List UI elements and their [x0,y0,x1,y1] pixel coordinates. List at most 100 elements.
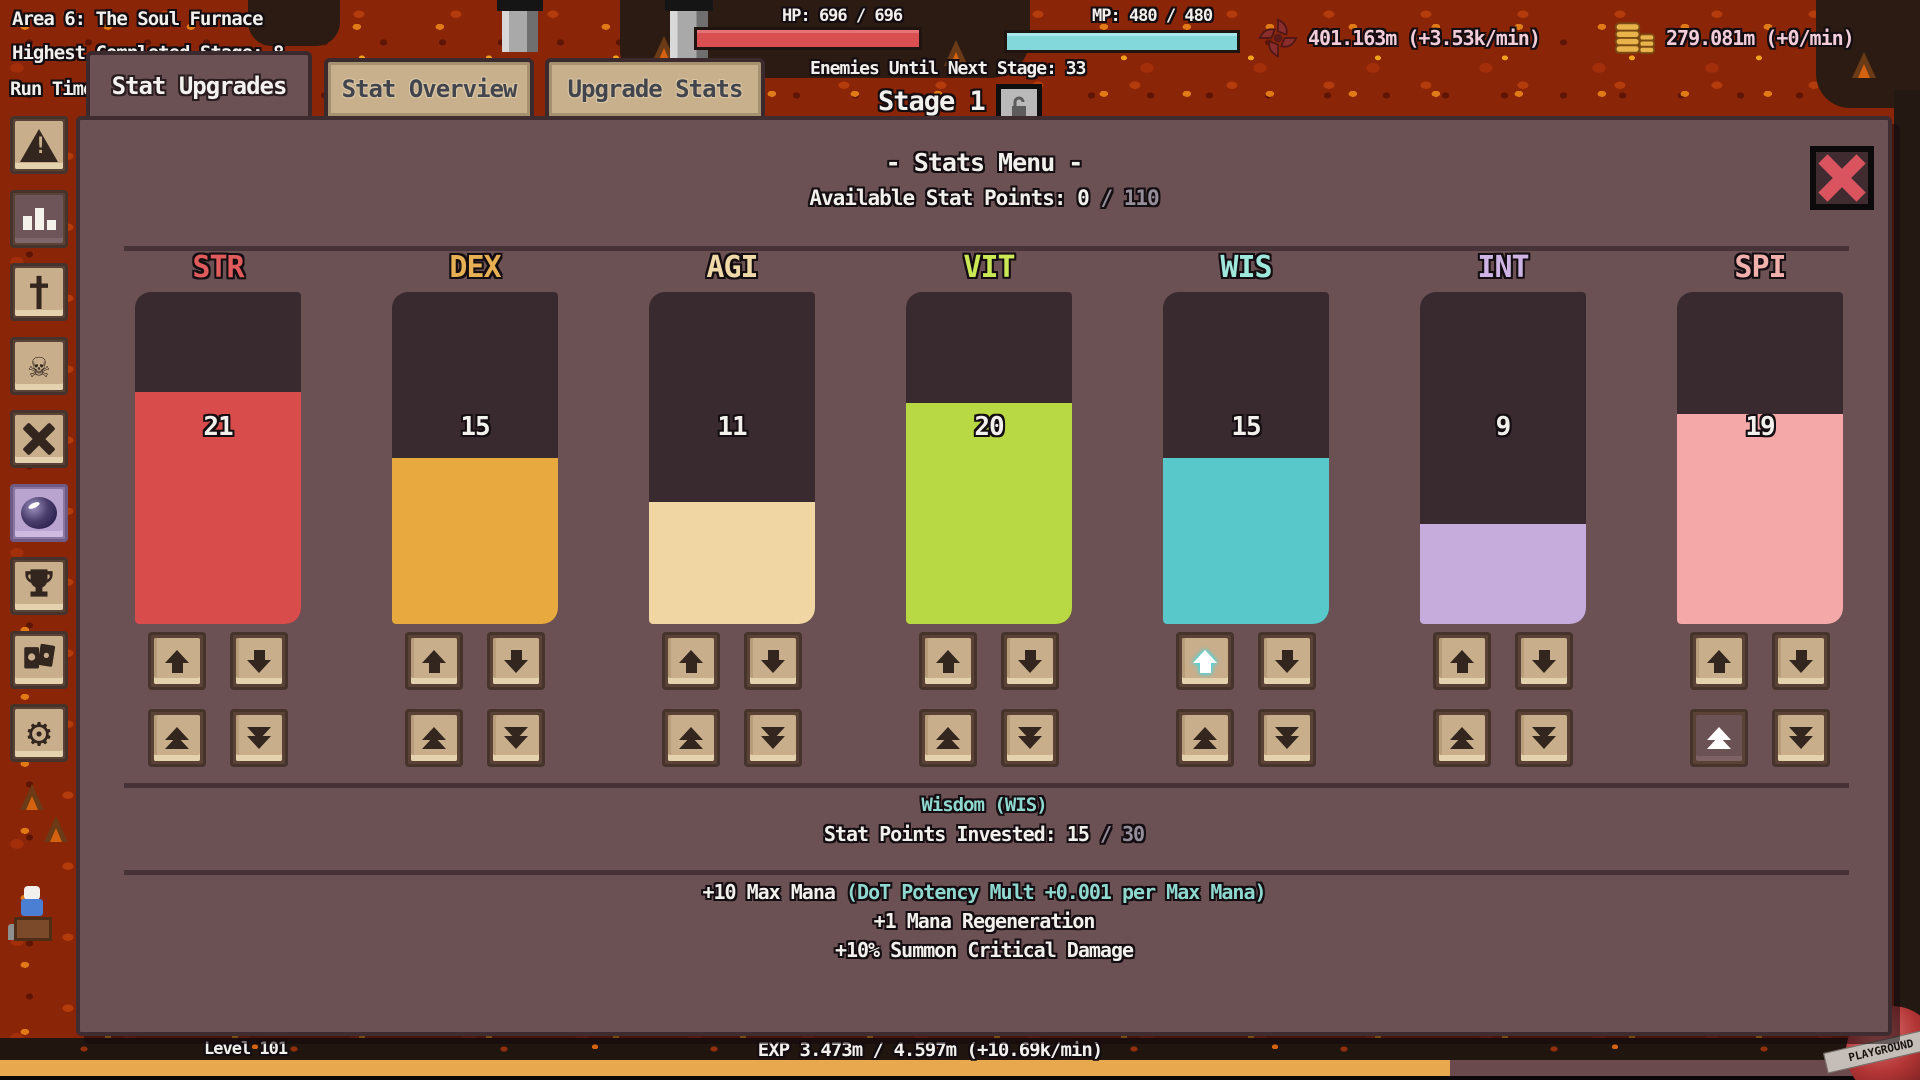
run-time-label: Run Time: [10,78,105,100]
coins-icon [1614,22,1656,54]
stat-bar [1420,292,1586,624]
stat-spi-decrease-max-button[interactable] [1772,709,1830,767]
stat-bar-fill [1163,458,1329,624]
stat-column-vit: VIT 20 [861,120,1117,900]
close-button[interactable] [1810,146,1874,210]
stat-dex-decrease-max-button[interactable] [487,709,545,767]
right-edge-rock [1894,90,1920,1040]
demon-mask-icon: ☠ [28,346,50,386]
stat-vit-decrease-button[interactable] [1001,632,1059,690]
stat-header: INT [1477,250,1529,285]
stat-bar-fill [1420,524,1586,624]
lava-cone [944,40,968,66]
padlock-icon [1012,96,1026,116]
stat-header: DEX [449,250,501,285]
up-arrow-icon [1193,649,1217,673]
stat-spi-decrease-button[interactable] [1772,632,1830,690]
sidebar-button-warning[interactable] [10,116,68,174]
sidebar-button-demon-mask[interactable]: ☠ [10,337,68,395]
stats-chart-icon [22,208,56,230]
enemies-until-next-stage-label: Enemies Until Next Stage: 33 [810,58,1086,79]
stat-bar [649,292,815,624]
stat-spi-increase-max-button[interactable] [1690,709,1748,767]
stat-wis-increase-button[interactable] [1176,632,1234,690]
stat-vit-increase-button[interactable] [919,632,977,690]
stat-header: STR [192,250,244,285]
stat-wis-decrease-button[interactable] [1258,632,1316,690]
up-arrow-icon [165,649,189,673]
stat-str-decrease-max-button[interactable] [230,709,288,767]
trophy-icon [22,566,56,607]
stat-bar-fill [392,458,558,624]
mp-bar [1004,30,1240,53]
double-up-arrow-icon [936,727,960,749]
up-arrow-icon [1707,649,1731,673]
sidebar-button-crossed-tools[interactable] [10,410,68,468]
stat-wis-decrease-max-button[interactable] [1258,709,1316,767]
stat-bar [135,292,301,624]
up-arrow-icon [679,649,703,673]
stat-dex-increase-max-button[interactable] [405,709,463,767]
stat-column-int: INT 9 [1375,120,1631,900]
tab-stat-upgrades[interactable]: Stat Upgrades [86,51,312,116]
sidebar-button-gear[interactable]: ⚙ [10,704,68,762]
souls-amount: 401.163m (+3.53k/min) [1308,26,1541,50]
stat-bar [1677,292,1843,624]
stat-value: 11 [717,412,747,442]
stat-str-increase-button[interactable] [148,632,206,690]
double-down-arrow-icon [247,727,271,749]
effect-text: +10 Max Mana [702,880,846,904]
stat-bar-fill [649,502,815,624]
double-down-arrow-icon [1018,727,1042,749]
down-arrow-icon [247,649,271,673]
stat-column-wis: WIS 15 [1118,120,1374,900]
stat-agi-increase-max-button[interactable] [662,709,720,767]
tab-stat-overview[interactable]: Stat Overview [324,58,534,116]
stat-spi-increase-button[interactable] [1690,632,1748,690]
rock-patch [248,0,340,46]
stat-vit-decrease-max-button[interactable] [1001,709,1059,767]
tab-label: Upgrade Stats [567,75,744,103]
available-stat-points: Available Stat Points: 0 / 110 [80,186,1888,210]
stat-int-increase-max-button[interactable] [1433,709,1491,767]
stat-value: 9 [1495,412,1512,442]
stat-column-dex: DEX 15 [347,120,603,900]
stat-value: 19 [1745,412,1775,442]
sidebar-button-cards[interactable] [10,631,68,689]
stat-int-increase-button[interactable] [1433,632,1491,690]
stat-bar [906,292,1072,624]
down-arrow-icon [504,649,528,673]
stage-label: Stage 1 [878,86,986,117]
stat-value: 21 [203,412,233,442]
stat-agi-decrease-button[interactable] [744,632,802,690]
available-stat-points-value: 0 [1077,186,1090,210]
sidebar-button-stats-chart[interactable] [10,190,68,248]
stat-agi-increase-button[interactable] [662,632,720,690]
sidebar-button-orb[interactable] [10,484,68,542]
stat-dex-increase-button[interactable] [405,632,463,690]
down-arrow-icon [1018,649,1042,673]
stat-int-decrease-max-button[interactable] [1515,709,1573,767]
character-sprite [8,884,58,960]
double-down-arrow-icon [504,727,528,749]
orb-icon [21,497,57,529]
stat-effect-line: +1 Mana Regeneration [80,909,1888,933]
crossed-tools-icon [21,421,57,457]
stat-header: SPI [1734,250,1786,285]
stat-str-decrease-button[interactable] [230,632,288,690]
sidebar-button-sword[interactable]: † [10,263,68,321]
stat-wis-increase-max-button[interactable] [1176,709,1234,767]
stat-int-decrease-button[interactable] [1515,632,1573,690]
available-stat-points-max: / 110 [1100,186,1159,210]
stat-agi-decrease-max-button[interactable] [744,709,802,767]
stat-vit-increase-max-button[interactable] [919,709,977,767]
tab-upgrade-stats[interactable]: Upgrade Stats [545,58,765,116]
double-down-arrow-icon [1789,727,1813,749]
sidebar-button-trophy[interactable] [10,557,68,615]
exp-bar [0,1060,1920,1076]
stat-dex-decrease-button[interactable] [487,632,545,690]
stat-header: VIT [963,250,1015,285]
mp-label: MP: 480 / 480 [1092,6,1213,26]
stat-str-increase-max-button[interactable] [148,709,206,767]
stat-effect-line: +10 Max Mana (DoT Potency Mult +0.001 pe… [80,880,1888,904]
